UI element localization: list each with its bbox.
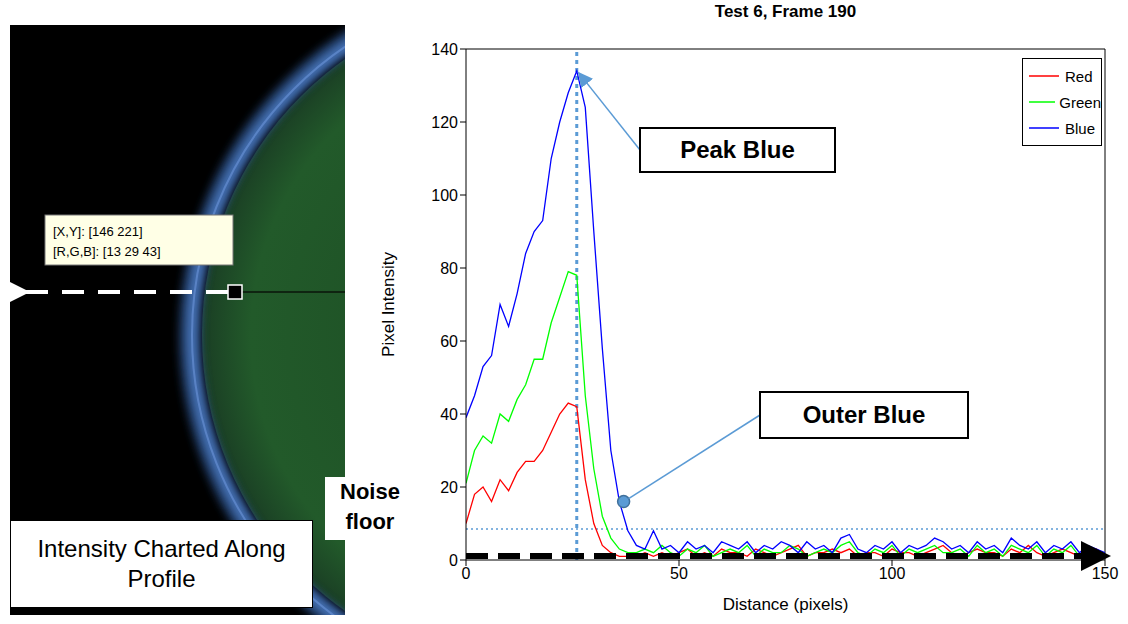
html-text:Test 6, Frame 190: Test 6, Frame 190 <box>714 2 857 21</box>
svg-text:80: 80 <box>440 260 458 277</box>
html-text:Intensity Charted Along Profil: Intensity Charted Along Profile <box>37 535 286 592</box>
svg-text:[R,G,B]: [13 29 43]: [R,G,B]: [13 29 43] <box>53 244 161 259</box>
svg-text:Noise: Noise <box>340 479 400 504</box>
svg-text:Distance (pixels): Distance (pixels) <box>723 595 849 614</box>
svg-text:40: 40 <box>440 406 458 423</box>
svg-text:Pixel Intensity: Pixel Intensity <box>379 252 398 357</box>
svg-text:[X,Y]: [146 221]: [X,Y]: [146 221] <box>53 224 143 239</box>
svg-text:floor: floor <box>346 509 395 534</box>
svg-text:Outer Blue: Outer Blue <box>803 401 926 428</box>
svg-text:150: 150 <box>1092 565 1119 582</box>
svg-text:50: 50 <box>670 565 688 582</box>
svg-text:20: 20 <box>440 479 458 496</box>
html-text:Blue: Blue <box>1065 119 1095 137</box>
html-text:Green: Green <box>1059 93 1101 111</box>
svg-text:100: 100 <box>431 187 458 204</box>
svg-text:140: 140 <box>431 41 458 58</box>
svg-text:0: 0 <box>449 552 458 569</box>
svg-text:0: 0 <box>462 565 471 582</box>
svg-text:100: 100 <box>879 565 906 582</box>
html-text:Red: Red <box>1065 67 1093 85</box>
svg-text:60: 60 <box>440 333 458 350</box>
svg-text:Peak Blue: Peak Blue <box>680 136 795 163</box>
svg-text:120: 120 <box>431 114 458 131</box>
